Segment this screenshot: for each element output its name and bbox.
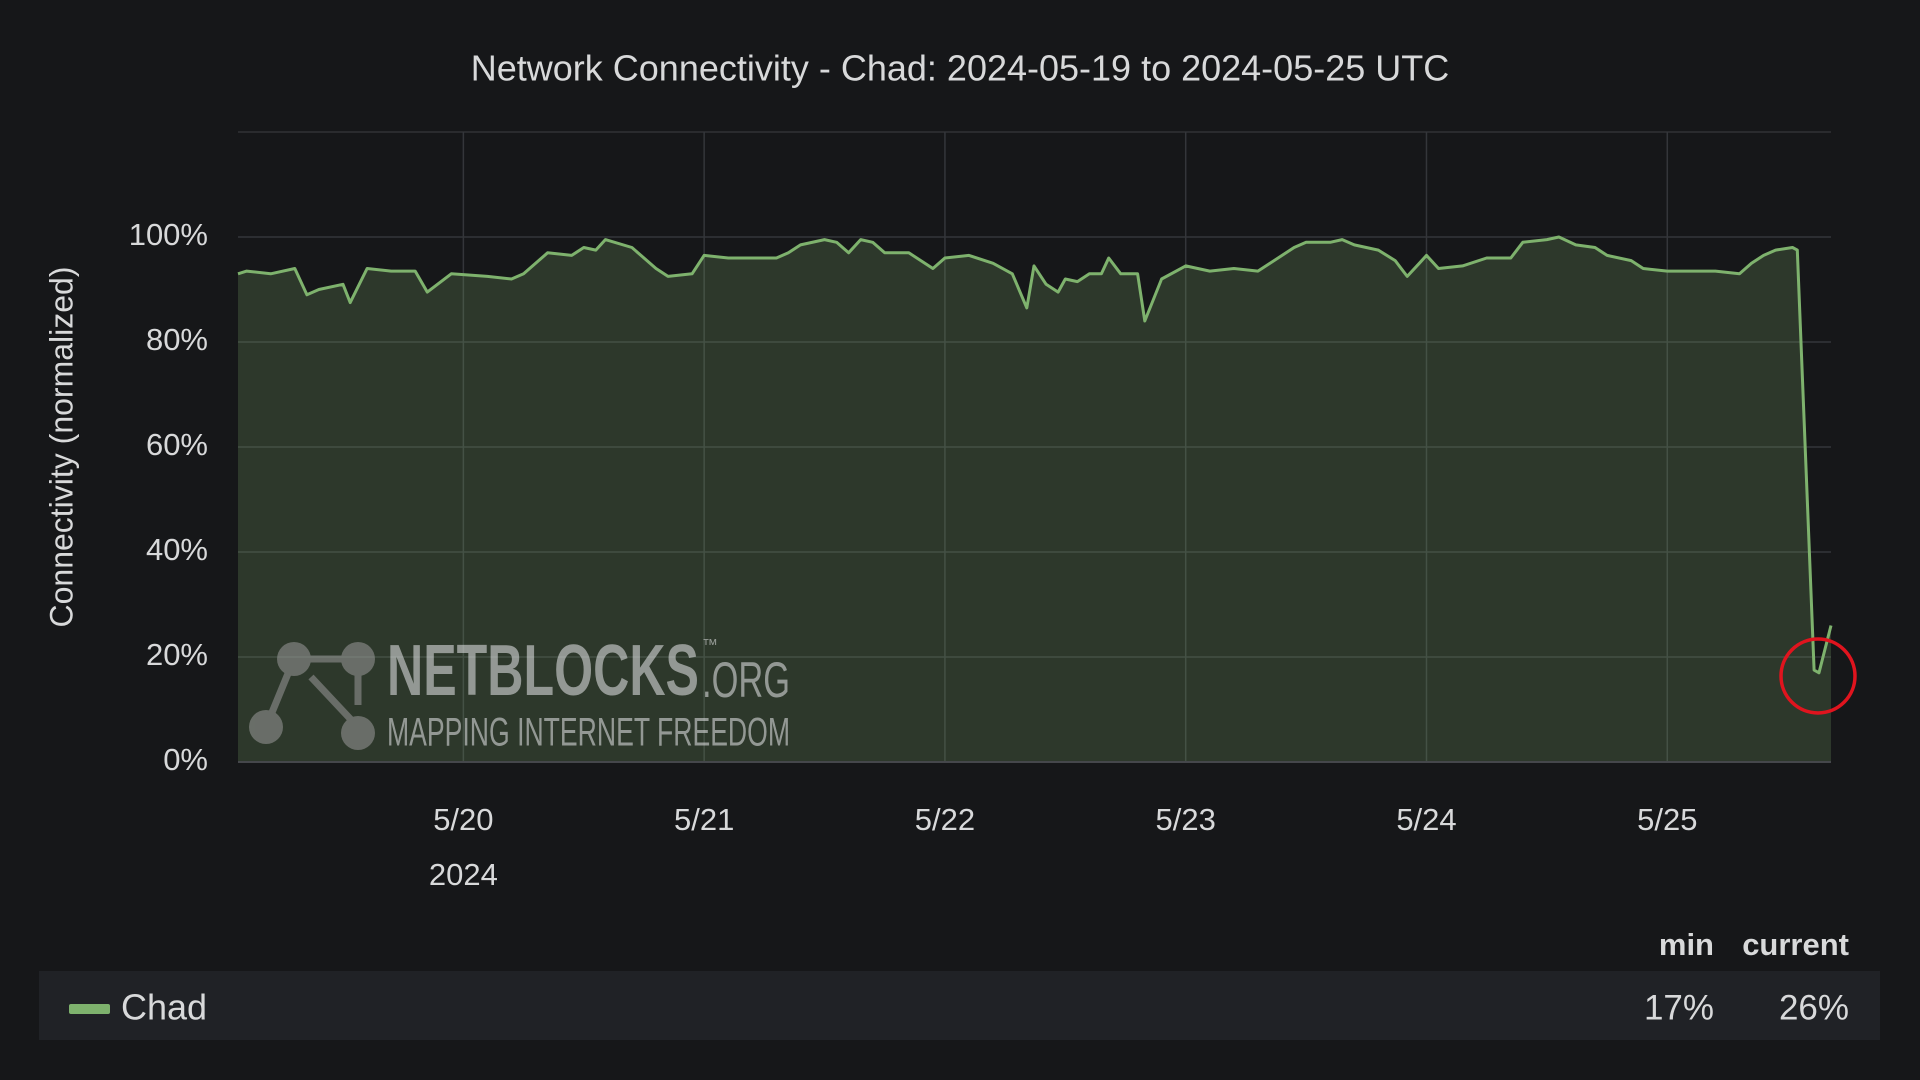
legend-current: 26% <box>1779 988 1849 1027</box>
area-fill <box>238 237 1831 762</box>
legend-row <box>39 971 1880 1040</box>
y-tick-label: 40% <box>146 532 208 567</box>
watermark-tm: ™ <box>702 637 718 654</box>
x-tick-label: 5/21 <box>674 802 734 837</box>
legend-min: 17% <box>1644 988 1714 1027</box>
x-tick-label: 5/25 <box>1637 802 1697 837</box>
chart-title: Network Connectivity - Chad: 2024-05-19 … <box>471 48 1450 89</box>
x-tick-label: 5/24 <box>1396 802 1456 837</box>
y-tick-label: 100% <box>129 217 208 252</box>
logo-link <box>308 674 359 728</box>
logo-node <box>249 710 283 744</box>
highlight-circle <box>1779 637 1857 715</box>
legend-header[interactable]: min <box>1659 927 1714 962</box>
y-tick-label: 80% <box>146 322 208 357</box>
legend-swatch[interactable] <box>69 1004 110 1014</box>
x-tick-label: 5/20 <box>433 802 493 837</box>
watermark-tagline: MAPPING INTERNET FREEDOM <box>387 711 790 755</box>
logo-node <box>341 642 375 676</box>
watermark-logo <box>249 642 375 750</box>
plot-area: 0% 20% 40% 60% 80% 100% 5/20 2024 5/21 5/22 5/23 5/… <box>129 131 1833 892</box>
watermark-name: NETBLOCKS <box>387 631 699 711</box>
watermark: NETBLOCKS ™ .ORG MAPPING INTERNET FREEDO… <box>387 631 790 755</box>
y-tick-label: 0% <box>163 742 208 777</box>
y-tick-label: 60% <box>146 427 208 462</box>
x-tick-label: 5/22 <box>915 802 975 837</box>
legend-header[interactable]: current <box>1742 927 1849 962</box>
series-line <box>237 235 1833 675</box>
y-tick-label: 20% <box>146 637 208 672</box>
logo-node <box>341 716 375 750</box>
x-tick-label: 5/23 <box>1156 802 1216 837</box>
logo-node <box>277 642 311 676</box>
watermark-suffix: .ORG <box>702 652 790 708</box>
legend-label[interactable]: Chad <box>121 987 207 1028</box>
y-axis-label: Connectivity (normalized) <box>43 266 79 627</box>
x-year-label: 2024 <box>429 857 498 892</box>
